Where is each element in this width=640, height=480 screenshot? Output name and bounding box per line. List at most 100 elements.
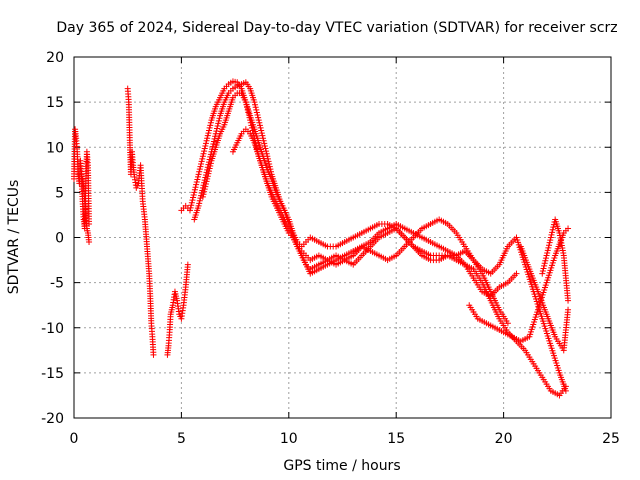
data-point (201, 186, 208, 193)
data-point (207, 160, 214, 167)
data-point (251, 99, 258, 106)
data-point (547, 234, 554, 241)
data-point (204, 135, 211, 142)
data-point (86, 239, 93, 246)
axis-ticks: 0 5 10 15 20 25 -20 -15 -10 -5 0 5 10 15 20 (41, 50, 620, 447)
series-arc-9 (466, 225, 572, 345)
data-point (196, 168, 203, 175)
data-point (253, 109, 260, 116)
data-point (199, 153, 206, 160)
data-point (213, 125, 220, 132)
data-point (201, 148, 208, 155)
data-point (256, 119, 263, 126)
data-point (195, 202, 202, 209)
data-point (266, 163, 273, 170)
data-point (193, 181, 200, 188)
y-tick-label: 20 (46, 50, 64, 66)
series-arc-4 (164, 261, 191, 358)
data-point (203, 137, 210, 144)
data-point (184, 261, 191, 268)
data-point (543, 252, 550, 259)
data-point (186, 207, 193, 214)
data-point (197, 163, 204, 170)
data-point (206, 165, 213, 172)
x-tick-label: 20 (495, 431, 513, 447)
data-point (196, 200, 203, 207)
data-point (207, 162, 214, 169)
data-point (550, 224, 557, 231)
data-point (210, 138, 217, 145)
data-point (544, 249, 551, 256)
data-point (201, 188, 208, 195)
data-point (190, 191, 197, 198)
data-points (71, 78, 572, 399)
data-point (199, 193, 206, 200)
data-point (200, 150, 207, 157)
data-point (252, 101, 259, 108)
y-tick-label: 10 (46, 140, 64, 156)
data-point (204, 173, 211, 180)
data-point (542, 257, 549, 264)
data-point (261, 140, 268, 147)
data-point (545, 244, 552, 251)
data-point (513, 270, 520, 277)
data-point (201, 145, 208, 152)
data-point (565, 306, 572, 313)
data-point (202, 142, 209, 149)
x-tick-label: 15 (387, 431, 405, 447)
y-tick-label: 5 (55, 185, 64, 201)
y-tick-label: -15 (41, 366, 64, 382)
x-tick-label: 10 (280, 431, 298, 447)
data-point (266, 161, 273, 168)
data-point (205, 170, 212, 177)
y-tick-label: 0 (55, 231, 64, 247)
data-point (195, 171, 202, 178)
data-point (261, 142, 268, 149)
y-tick-label: -5 (50, 276, 64, 292)
data-point (546, 242, 553, 249)
data-point (188, 202, 195, 209)
data-point (210, 141, 217, 148)
data-point (548, 231, 555, 238)
data-point (206, 168, 213, 175)
x-tick-label: 25 (602, 431, 620, 447)
data-point (206, 127, 213, 134)
data-point (542, 255, 549, 262)
data-point (214, 122, 221, 129)
data-point (260, 137, 267, 144)
data-point (539, 270, 546, 277)
series-arc-8 (229, 126, 569, 394)
data-point (200, 191, 207, 198)
y-tick-label: -10 (41, 321, 64, 337)
data-point (192, 184, 199, 191)
data-point (198, 158, 205, 165)
data-point (253, 106, 260, 113)
data-point (189, 197, 196, 204)
y-tick-label: -20 (41, 411, 64, 427)
data-point (541, 260, 548, 267)
series-arc-3 (124, 85, 157, 358)
data-point (202, 140, 209, 147)
data-point (190, 194, 197, 201)
data-point (540, 265, 547, 272)
data-point (258, 127, 265, 134)
data-point (207, 122, 214, 129)
data-point (205, 130, 212, 137)
data-point (547, 237, 554, 244)
data-point (193, 179, 200, 186)
data-point (196, 197, 203, 204)
data-point (207, 119, 214, 126)
data-point (265, 158, 272, 165)
y-axis-label: SDTVAR / TECUs (6, 180, 22, 295)
data-point (191, 186, 198, 193)
data-point (196, 166, 203, 173)
data-point (204, 132, 211, 139)
x-tick-label: 0 (70, 431, 79, 447)
data-point (211, 135, 218, 142)
data-point (546, 239, 553, 246)
data-point (562, 387, 569, 394)
data-point (206, 124, 213, 131)
series-arc-10 (517, 243, 572, 354)
data-point (202, 180, 209, 187)
